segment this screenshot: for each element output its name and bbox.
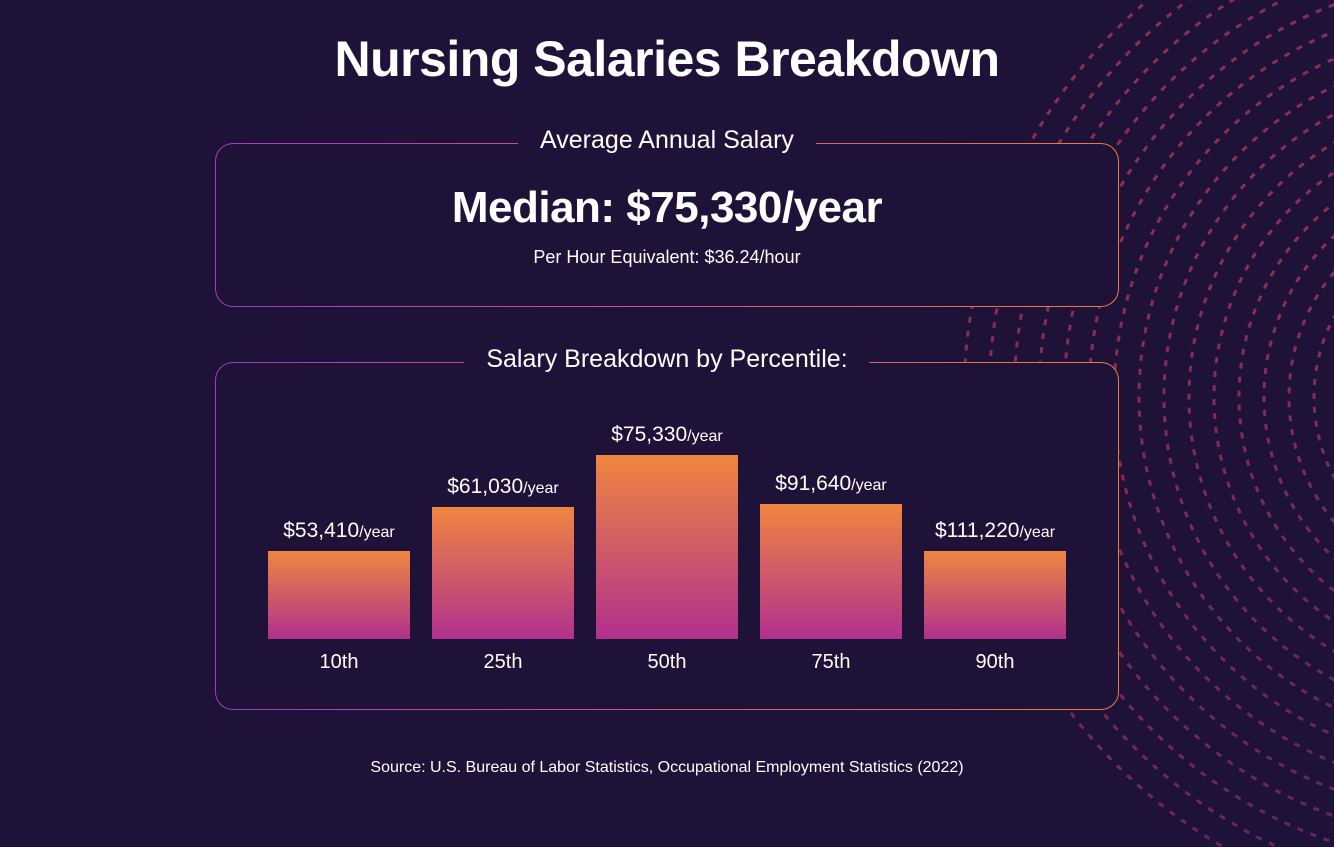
bar-label: 10th [320,651,359,674]
bar-90th: $111,220/year 90th [922,519,1068,674]
content-container: Nursing Salaries Breakdown Average Annua… [0,0,1334,793]
bar-label: 90th [976,651,1015,674]
per-hour-equivalent: Per Hour Equivalent: $36.24/hour [533,247,800,268]
panel-label-percentile: Salary Breakdown by Percentile: [464,345,869,374]
bar-value: $91,640/year [775,472,887,496]
median-salary: Median: $75,330/year [452,183,882,233]
bar-rect [596,455,738,639]
bar-label: 75th [812,651,851,674]
bar-50th: $75,330/year 50th [594,423,740,674]
average-salary-panel: Average Annual Salary Median: $75,330/ye… [215,143,1119,307]
bar-rect [760,504,902,639]
bar-value: $111,220/year [935,519,1055,543]
bar-rect [924,551,1066,639]
bar-label: 50th [648,651,687,674]
panel-label-average: Average Annual Salary [518,126,816,155]
bar-value: $61,030/year [447,475,559,499]
bar-75th: $91,640/year 75th [758,472,904,674]
bar-value: $75,330/year [611,423,723,447]
bar-10th: $53,410/year 10th [266,519,412,674]
percentile-panel: Salary Breakdown by Percentile: $53,410/… [215,362,1119,710]
page-title: Nursing Salaries Breakdown [334,30,999,88]
bar-label: 25th [484,651,523,674]
percentile-chart: $53,410/year 10th $61,030/year 25th $75,… [216,423,1118,674]
bar-rect [432,507,574,639]
bar-rect [268,551,410,639]
bar-25th: $61,030/year 25th [430,475,576,674]
bar-value: $53,410/year [283,519,395,543]
source-text: Source: U.S. Bureau of Labor Statistics,… [0,759,1334,777]
